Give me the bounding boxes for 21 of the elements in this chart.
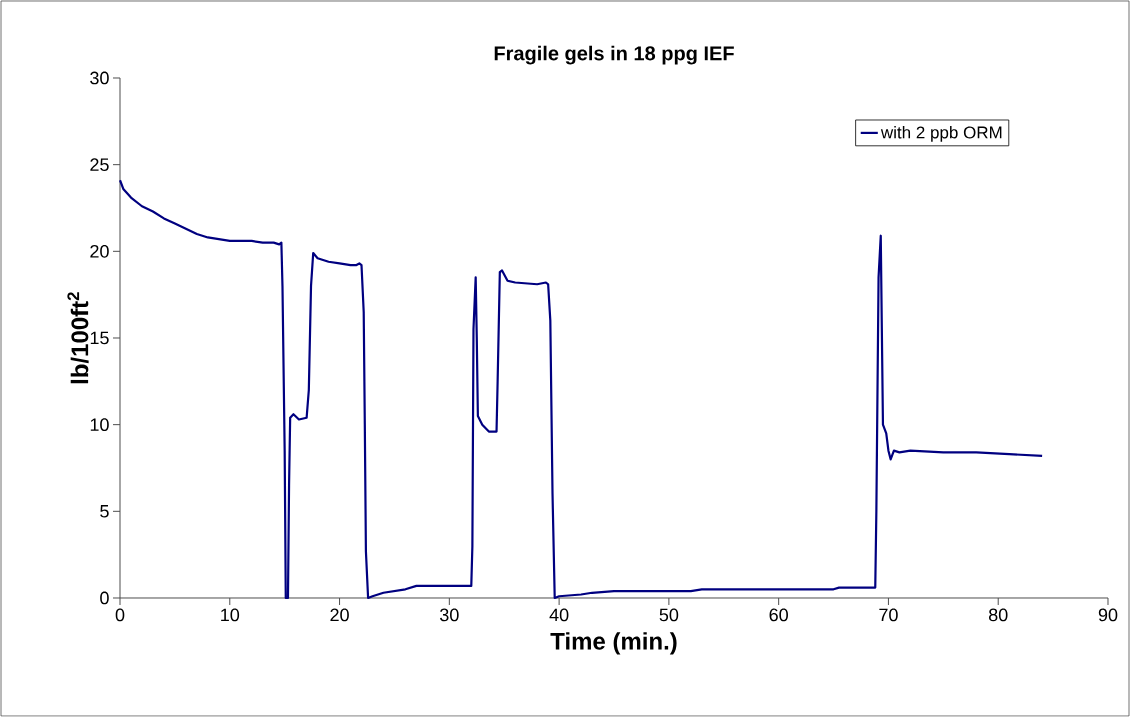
x-tick-label: 0 <box>115 608 125 622</box>
x-tick-label: 80 <box>988 608 1008 622</box>
x-axis-title: Time (min.) <box>550 632 677 655</box>
y-tick-label: 25 <box>90 158 109 172</box>
y-tick-label: 5 <box>100 505 109 518</box>
x-tick-label: 50 <box>659 608 679 622</box>
x-tick-label: 60 <box>769 608 788 622</box>
x-tick-label: 70 <box>879 608 898 622</box>
y-tick-label: 30 <box>90 71 109 85</box>
chart-title: Fragile gels in 18 ppg IEF <box>494 45 734 65</box>
x-tick-label: 10 <box>221 608 240 622</box>
x-tick-label: 30 <box>440 608 459 622</box>
y-tick-label: 0 <box>100 591 109 605</box>
y-tick-label: 15 <box>90 331 109 345</box>
legend-label: with 2 ppb ORM <box>880 126 1002 142</box>
x-tick-label: 40 <box>549 608 569 622</box>
y-tick-label: 10 <box>90 418 109 432</box>
y-axis-title: lb/100ft$^{2}$ <box>67 292 89 384</box>
x-tick-label: 20 <box>330 608 349 622</box>
x-tick-label: 90 <box>1098 608 1118 622</box>
y-tick-label: 20 <box>90 244 109 258</box>
